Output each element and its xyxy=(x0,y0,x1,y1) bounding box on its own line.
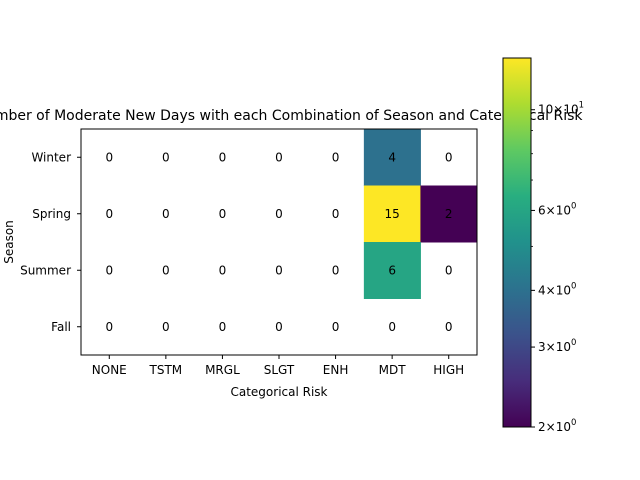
cell-value-label: 2 xyxy=(445,207,453,221)
cell-value-label: 0 xyxy=(219,207,227,221)
cell-value-label: 4 xyxy=(388,150,396,164)
heatmap-cell xyxy=(363,185,421,243)
cell-value-label: 0 xyxy=(162,263,170,277)
cell-value-label: 0 xyxy=(332,263,340,277)
colorbar-tick-label: 10×101 xyxy=(538,101,584,117)
cell-value-label: 0 xyxy=(162,207,170,221)
y-tick-label: Fall xyxy=(51,320,71,334)
colorbar: 2×100 3×100 4×100 6×100 10×101 xyxy=(502,57,584,434)
cell-value-label: 0 xyxy=(275,263,283,277)
cell-value-label: 0 xyxy=(332,150,340,164)
cell-value-label: 0 xyxy=(332,207,340,221)
x-tick-label: SLGT xyxy=(264,363,295,377)
heatmap-cell xyxy=(363,129,421,186)
cell-value-label: 0 xyxy=(219,150,227,164)
cell-value-label: 15 xyxy=(385,207,400,221)
cell-value-label: 0 xyxy=(105,207,113,221)
cell-value-label: 0 xyxy=(162,320,170,334)
cell-value-label: 0 xyxy=(275,207,283,221)
x-tick-label: ENH xyxy=(323,363,349,377)
cell-value-label: 0 xyxy=(105,263,113,277)
colorbar-tick-label: 6×100 xyxy=(538,201,576,217)
cell-value-label: 0 xyxy=(388,320,396,334)
cell-value-label: 0 xyxy=(105,150,113,164)
cell-value-label: 0 xyxy=(219,320,227,334)
x-axis-ticks: NONE TSTM MRGL SLGT ENH MDT HIGH xyxy=(92,355,464,377)
x-axis-label: Categorical Risk xyxy=(230,385,327,399)
y-axis-ticks: Winter Spring Summer Fall xyxy=(20,150,81,334)
colorbar-ticks: 2×100 3×100 4×100 6×100 10×101 xyxy=(531,101,584,434)
cell-value-label: 0 xyxy=(219,263,227,277)
x-tick-label: NONE xyxy=(92,363,127,377)
cell-value-label: 0 xyxy=(162,150,170,164)
heatmap-cell xyxy=(363,242,421,299)
cell-value-label: 0 xyxy=(275,150,283,164)
cell-value-label: 6 xyxy=(388,263,396,277)
y-axis-label: Season xyxy=(2,220,16,264)
chart-title: Number of Moderate New Days with each Co… xyxy=(0,108,583,124)
heatmap-cells xyxy=(363,129,478,299)
cell-value-label: 0 xyxy=(445,263,453,277)
cell-value-label: 0 xyxy=(332,320,340,334)
cell-value-label: 0 xyxy=(445,150,453,164)
heatmap-cell-labels: 0 0 0 0 0 4 0 0 0 0 0 0 15 2 0 0 0 0 0 6 0 0 0 0 0 0 0 0 xyxy=(105,150,452,334)
colorbar-tick-label: 3×100 xyxy=(538,338,576,354)
y-tick-label: Winter xyxy=(31,150,71,164)
colorbar-tick-label: 4×100 xyxy=(538,281,576,297)
y-tick-label: Summer xyxy=(20,263,71,277)
x-tick-label: MDT xyxy=(379,363,407,377)
x-tick-label: HIGH xyxy=(433,363,464,377)
cell-value-label: 0 xyxy=(445,320,453,334)
x-tick-label: TSTM xyxy=(149,363,183,377)
colorbar-frame xyxy=(502,57,532,428)
cell-value-label: 0 xyxy=(275,320,283,334)
colorbar-gradient xyxy=(503,58,531,427)
y-tick-label: Spring xyxy=(32,207,71,221)
cell-value-label: 0 xyxy=(105,320,113,334)
heatmap-cell xyxy=(420,185,478,243)
colorbar-tick-label: 2×100 xyxy=(538,418,576,434)
x-tick-label: MRGL xyxy=(205,363,240,377)
